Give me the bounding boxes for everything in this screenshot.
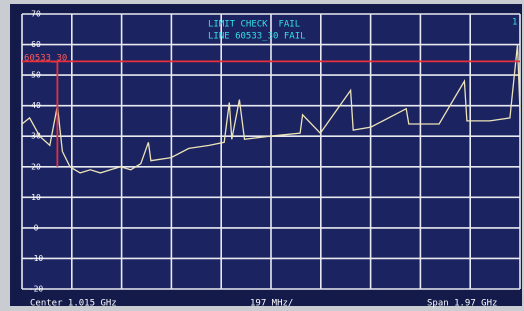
limit-label: 60533_30 <box>24 54 67 64</box>
y-tick-label: -20 <box>29 285 44 294</box>
y-tick-label: 0 <box>34 223 39 232</box>
y-tick-label: -10 <box>29 254 44 263</box>
marker-label: 1 <box>512 18 517 28</box>
y-tick-label: 60 <box>31 40 41 49</box>
annotation: LINE 60533_30 FAIL <box>208 32 306 42</box>
chart: 706050403020100-10-20 LIMIT CHECK FAIL L… <box>0 0 524 311</box>
footer-span: Span 1.97 GHz <box>427 299 497 309</box>
footer-center: Center 1.015 GHz <box>30 299 117 309</box>
y-tick-label: 10 <box>31 193 41 202</box>
page: 706050403020100-10-20 LIMIT CHECK FAIL L… <box>0 0 524 311</box>
y-tick-label: 50 <box>31 71 41 80</box>
annotation: LIMIT CHECK FAIL <box>208 20 300 30</box>
footer-per-div: 197 MHz/ <box>250 299 293 309</box>
y-tick-label: 20 <box>31 162 41 171</box>
y-tick-label: 40 <box>31 101 41 110</box>
y-tick-label: 70 <box>31 10 41 19</box>
